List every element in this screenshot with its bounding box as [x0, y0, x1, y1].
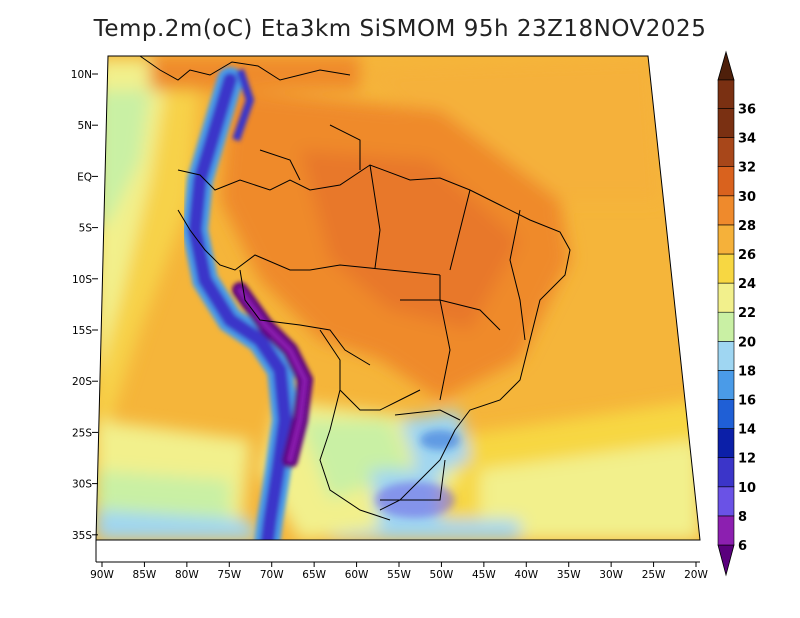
colorbar: 6 8 10 12 14 16 18 20 22 24 26 28 30 32 34 36 — [717, 50, 756, 577]
colorbar-segment — [717, 311, 735, 342]
lon-label: 60W — [345, 569, 369, 581]
lon-label: 25W — [642, 569, 666, 581]
colorbar-label: 28 — [738, 219, 756, 234]
colorbar-segment — [717, 340, 735, 371]
lon-label: 70W — [260, 569, 284, 581]
colorbar-segment — [717, 253, 735, 284]
colorbar-label: 34 — [738, 132, 756, 147]
lon-label: 30W — [599, 569, 623, 581]
lat-label: 25S — [72, 427, 92, 439]
lat-label: 10S — [72, 274, 92, 286]
lat-label: 15S — [72, 325, 92, 337]
colorbar-segment — [717, 195, 735, 226]
colorbar-segment — [717, 515, 735, 546]
lat-label: 30S — [72, 479, 92, 491]
lat-label: EQ — [77, 171, 92, 183]
lat-label: 10N — [71, 69, 92, 81]
map-frame — [95, 55, 701, 541]
colorbar-segment — [717, 137, 735, 168]
lon-label: 90W — [90, 569, 114, 581]
lat-label: 5S — [79, 223, 93, 235]
lon-label: 40W — [514, 569, 538, 581]
boundaries — [139, 55, 571, 521]
colorbar-label: 10 — [738, 481, 756, 496]
colorbar-segment — [717, 457, 735, 488]
lon-label: 35W — [557, 569, 581, 581]
longitude-labels: 90W 85W 80W 75W 70W 65W 60W 55W 50W 45W 40W 35W 30W 2… — [90, 562, 708, 581]
colorbar-segment — [717, 166, 735, 197]
colorbar-segment — [717, 108, 735, 138]
lon-label: 55W — [387, 569, 411, 581]
colorbar-label: 24 — [738, 277, 756, 292]
colorbar-segment — [717, 224, 735, 255]
colorbar-label: 18 — [738, 364, 756, 379]
lat-label: 5N — [77, 120, 92, 132]
lat-label: 20S — [72, 376, 92, 388]
colorbar-arrow-low — [717, 544, 735, 577]
colorbar-label: 32 — [738, 161, 756, 176]
colorbar-segment — [717, 79, 735, 109]
colorbar-segment — [717, 486, 735, 517]
colorbar-segment — [717, 282, 735, 313]
colorbar-label: 22 — [738, 306, 756, 321]
colorbar-label: 16 — [738, 394, 756, 409]
colorbar-label: 20 — [738, 335, 756, 350]
lon-label: 80W — [175, 569, 199, 581]
lat-label: 35S — [72, 530, 92, 542]
lon-label: 75W — [217, 569, 241, 581]
colorbar-label: 14 — [738, 423, 756, 438]
lon-label: 50W — [430, 569, 454, 581]
lon-label: 65W — [302, 569, 326, 581]
colorbar-label: 8 — [738, 510, 747, 525]
lon-label: 20W — [684, 569, 708, 581]
colorbar-label: 36 — [738, 103, 756, 118]
latitude-labels: 10N 5N EQ 5S 10S 15S 20S 25S 30S 35S — [71, 69, 98, 542]
colorbar-label: 6 — [738, 539, 747, 554]
lon-label: 85W — [133, 569, 157, 581]
lon-label: 45W — [472, 569, 496, 581]
temperature-field — [96, 56, 700, 540]
colorbar-label: 26 — [738, 248, 756, 263]
colorbar-segment — [717, 428, 735, 459]
colorbar-arrow-high — [717, 50, 735, 81]
colorbar-segment — [717, 399, 735, 429]
colorbar-label: 12 — [738, 452, 756, 467]
colorbar-label: 30 — [738, 190, 756, 205]
colorbar-segment — [717, 370, 735, 400]
map-title: Temp.2m(oC) Eta3km SiSMOM 95h 23Z18NOV20… — [93, 16, 707, 42]
